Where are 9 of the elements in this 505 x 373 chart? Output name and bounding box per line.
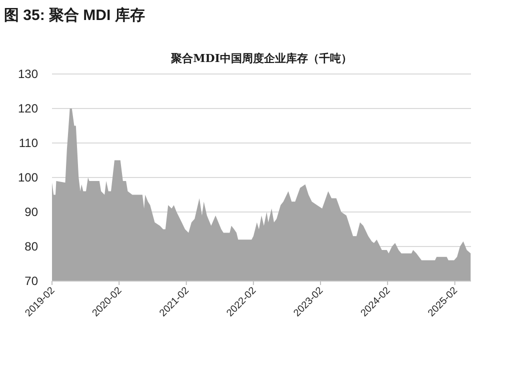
chart-subtitle: 聚合MDI中国周度企业库存（千吨） <box>170 52 352 65</box>
y-tick-label: 90 <box>24 205 38 220</box>
y-tick-label: 70 <box>24 274 38 288</box>
y-tick-label: 80 <box>24 240 38 254</box>
y-tick-label: 100 <box>18 170 38 185</box>
chart-title: 图 35: 聚合 MDI 库存 <box>4 6 145 24</box>
y-tick-label: 110 <box>18 136 38 150</box>
y-tick-label: 120 <box>18 102 38 116</box>
y-tick-label: 130 <box>18 67 38 82</box>
